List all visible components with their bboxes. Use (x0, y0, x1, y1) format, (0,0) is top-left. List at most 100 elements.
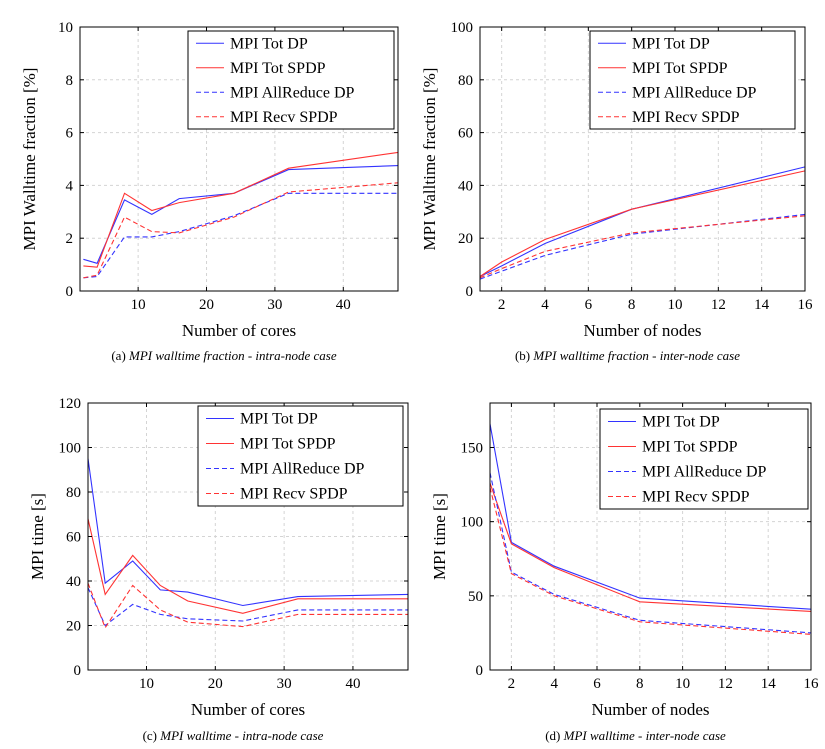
y-tick-label: 20 (66, 619, 81, 635)
x-tick-label: 10 (131, 297, 146, 313)
x-tick-label: 20 (199, 297, 214, 313)
plot-frame (479, 26, 806, 292)
legend-entry: MPI AllReduce DP (240, 461, 365, 478)
legend-entry: MPI Tot DP (230, 35, 308, 52)
x-tick-label: 8 (628, 297, 636, 313)
legend-entry: MPI Recv SPDP (642, 489, 750, 506)
x-tick-label: 14 (761, 676, 777, 692)
legend-entry: MPI Tot DP (240, 411, 318, 428)
x-tick-label: 12 (718, 676, 733, 692)
legend-box (599, 408, 809, 510)
y-tick-label: 0 (476, 663, 484, 679)
series-line (87, 518, 408, 614)
y-tick-label: 50 (468, 589, 483, 605)
series-line (479, 170, 806, 277)
legend: MPI Tot DP MPI Tot SPDP MPI AllReduce DP MP… (197, 405, 404, 507)
legend-entry: MPI Recv SPDP (632, 109, 740, 126)
x-tick-label: 4 (550, 676, 558, 692)
plot-frame (79, 26, 399, 292)
caption: (c) MPI walltime - intra-node case (143, 728, 324, 743)
legend-box (589, 30, 796, 130)
caption-label: (b) (515, 348, 533, 363)
y-axis-label: MPI Walltime fraction [%] (420, 68, 439, 251)
legend-entry: MPI Tot SPDP (632, 60, 728, 77)
y-tick-label: 100 (461, 515, 484, 531)
y-tick-label: 2 (66, 231, 74, 247)
series-line (479, 215, 806, 279)
series-line (479, 213, 806, 280)
series-line (479, 166, 806, 277)
caption-title: MPI walltime fraction - intra-node case (128, 348, 337, 363)
legend-entry: MPI Tot SPDP (642, 439, 738, 456)
y-tick-label: 80 (458, 73, 473, 89)
x-axis-label: Number of cores (191, 700, 305, 719)
caption-label: (c) (143, 728, 161, 743)
legend-entry: MPI Tot DP (642, 414, 720, 431)
x-tick-label: 6 (593, 676, 601, 692)
y-tick-label: 0 (466, 284, 474, 300)
caption-title: MPI walltime - intra-node case (159, 728, 323, 743)
x-tick-label: 30 (277, 676, 292, 692)
caption: (a) MPI walltime fraction - intra-node c… (111, 348, 337, 363)
y-tick-label: 60 (66, 530, 81, 546)
legend-entry: MPI AllReduce DP (632, 84, 757, 101)
chart-panel: 2 4 6 8 10 12 14 16 0 20 40 60 80 100 Number of nodes M… (420, 20, 813, 363)
legend: MPI Tot DP MPI Tot SPDP MPI AllReduce DP MP… (187, 30, 395, 130)
caption-label: (a) (111, 348, 129, 363)
chart-panel: 10 20 30 40 0 2 4 6 8 10 Number of cores MPI Wallti… (20, 20, 399, 363)
legend-box (197, 405, 404, 507)
x-tick-label: 4 (541, 297, 549, 313)
x-tick-label: 12 (711, 297, 726, 313)
x-tick-label: 2 (498, 297, 506, 313)
y-tick-label: 120 (59, 396, 82, 412)
legend-entry: MPI AllReduce DP (642, 464, 767, 481)
y-tick-label: 100 (59, 441, 82, 457)
legend-entry: MPI Recv SPDP (240, 486, 348, 503)
x-tick-label: 16 (804, 676, 820, 692)
legend: MPI Tot DP MPI Tot SPDP MPI AllReduce DP MP… (599, 408, 809, 510)
series-line (489, 482, 812, 612)
y-axis-label: MPI Walltime fraction [%] (20, 68, 39, 251)
x-axis-label: Number of cores (182, 321, 296, 340)
series-line (87, 583, 408, 629)
x-tick-label: 6 (585, 297, 593, 313)
caption: (b) MPI walltime fraction - inter-node c… (515, 348, 740, 363)
series-line (83, 192, 398, 279)
legend-entry: MPI AllReduce DP (230, 84, 355, 101)
y-tick-label: 8 (66, 73, 74, 89)
caption-label: (d) (545, 728, 563, 743)
y-tick-label: 20 (458, 231, 473, 247)
series-line (83, 182, 399, 279)
series-line (489, 423, 812, 610)
chart-panel: 2 4 6 8 10 12 14 16 0 50 100 150 Number of nodes MPI … (430, 402, 820, 743)
x-tick-label: 16 (798, 297, 814, 313)
y-tick-label: 100 (451, 20, 474, 36)
y-tick-label: 80 (66, 485, 81, 501)
x-tick-label: 2 (508, 676, 516, 692)
legend-entry: MPI Tot SPDP (230, 60, 326, 77)
x-tick-label: 30 (267, 297, 282, 313)
legend-box (187, 30, 395, 130)
x-tick-label: 10 (668, 297, 683, 313)
x-tick-label: 8 (636, 676, 644, 692)
plot-frame (489, 402, 812, 671)
legend-entry: MPI Tot SPDP (240, 436, 336, 453)
y-tick-label: 40 (66, 574, 81, 590)
x-axis-label: Number of nodes (583, 321, 701, 340)
y-tick-label: 60 (458, 126, 473, 142)
series-line (489, 487, 812, 635)
y-tick-label: 6 (66, 126, 74, 142)
series-line (83, 151, 399, 268)
caption: (d) MPI walltime - inter-node case (545, 728, 726, 743)
y-tick-label: 4 (66, 178, 74, 194)
y-tick-label: 150 (461, 441, 484, 457)
y-tick-label: 10 (58, 20, 73, 36)
caption-title: MPI walltime - inter-node case (563, 728, 726, 743)
y-tick-label: 0 (74, 663, 82, 679)
legend: MPI Tot DP MPI Tot SPDP MPI AllReduce DP MP… (589, 30, 796, 130)
legend-entry: MPI Tot DP (632, 35, 710, 52)
x-tick-label: 14 (754, 297, 770, 313)
y-tick-label: 0 (66, 284, 74, 300)
chart-panel: 10 20 30 40 0 20 40 60 80 100 120 Number of cores MP… (28, 396, 409, 743)
